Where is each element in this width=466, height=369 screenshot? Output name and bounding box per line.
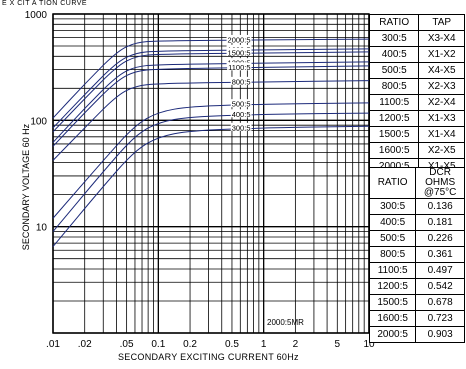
- x-tick-label: 0.2: [183, 339, 197, 350]
- x-tick-label: 10: [363, 339, 375, 350]
- table-row: 2000:5 0.903: [368, 326, 465, 343]
- table-row: 400:5 X1-X2: [368, 46, 465, 63]
- table-row: 1100:5 0.497: [368, 262, 465, 279]
- x-tick-label: 0.5: [225, 339, 239, 350]
- series-label: 300:5: [232, 123, 251, 132]
- series-label-bg: [230, 76, 252, 85]
- series-label: 800:5: [232, 77, 251, 86]
- table-cell: 2000:5: [368, 326, 417, 343]
- table-row: 800:5 X2-X3: [368, 78, 465, 95]
- table-cell: 800:5: [368, 246, 417, 263]
- series-label-bg: [226, 47, 252, 56]
- chart-title: E X CIT A TION CURVE: [2, 0, 88, 7]
- series-label-bg: [226, 58, 252, 67]
- table-row: 800:5 0.361: [368, 246, 465, 263]
- table-cell: 0.497: [415, 262, 465, 279]
- table-header: TAP: [418, 14, 465, 31]
- table-header: RATIO: [368, 167, 417, 199]
- series-label-bg: [227, 62, 252, 71]
- table-cell: 500:5: [368, 230, 417, 247]
- table-cell: X2-X5: [418, 142, 465, 159]
- table-cell: X1-X2: [418, 46, 465, 63]
- table-row: 300:5 0.136: [368, 198, 465, 215]
- table-cell: 0.723: [415, 310, 465, 327]
- chart-grid: [52, 13, 370, 334]
- table-row: 1200:5 0.542: [368, 278, 465, 295]
- y-tick-label: 100: [30, 116, 47, 127]
- series-label: 400:5: [232, 110, 251, 119]
- chart-note: 2000:5MR: [267, 318, 304, 327]
- table-row: 500:5 X4-X5: [368, 62, 465, 79]
- table-cell: X2-X3: [418, 78, 465, 95]
- table-cell: 0.542: [415, 278, 465, 295]
- table-cell: X1-X4: [418, 126, 465, 143]
- x-axis-label: SECONDARY EXCITING CURRENT 60Hz: [118, 352, 299, 362]
- table-cell: 500:5: [368, 62, 420, 79]
- table-cell: 0.361: [415, 246, 465, 263]
- plot-frame: [52, 13, 370, 334]
- table-cell: 1200:5: [368, 110, 420, 127]
- series-label-bg: [230, 99, 252, 108]
- table-cell: 400:5: [368, 214, 417, 231]
- table-cell: 1200:5: [368, 278, 417, 295]
- table-cell: X2-X4: [418, 94, 465, 111]
- y-tick-label: 10: [36, 223, 48, 234]
- table-cell: X4-X5: [418, 62, 465, 79]
- table-cell: 1100:5: [368, 262, 417, 279]
- table-cell: 400:5: [368, 46, 420, 63]
- table-row: 1200:5 X1-X3: [368, 110, 465, 127]
- y-axis-label: SECONDARY VOLTAGE 60 Hz: [21, 123, 31, 251]
- x-tick-label: 2: [293, 339, 299, 350]
- chart-tick-labels: .01 .02 .05 0.1 0.2 0.5 1 2 5 10 1000 100 10: [25, 10, 375, 350]
- table-cell: 0.678: [415, 294, 465, 311]
- dcr-table: RATIO DCR OHMS @75°C 300:5 0.136 400:5 0.181 5…: [368, 167, 465, 343]
- table-row: 1500:5 0.678: [368, 294, 465, 311]
- table-cell: X1-X3: [418, 110, 465, 127]
- series-label: 2000:5: [228, 35, 251, 44]
- x-tick-label: .02: [78, 339, 92, 350]
- ratio-tap-table: RATIO TAP 300:5 X3-X4 400:5 X1-X2 500:5 X4-X5…: [368, 14, 465, 175]
- table-header: DCR OHMS @75°C: [415, 167, 465, 199]
- x-tick-label: 5: [335, 339, 341, 350]
- series-label-bg: [230, 122, 252, 131]
- series-label-bg: [230, 109, 252, 118]
- y-tick-label: 1000: [25, 10, 48, 21]
- table-row: 400:5 0.181: [368, 214, 465, 231]
- table-cell: 1100:5: [368, 94, 420, 111]
- table-cell: 1500:5: [368, 126, 420, 143]
- x-tick-label: .05: [120, 339, 134, 350]
- table-row: 1500:5 X1-X4: [368, 126, 465, 143]
- series-label: 1100:5: [228, 63, 250, 72]
- series-label: 500:5: [232, 100, 251, 109]
- table-cell: 0.181: [415, 214, 465, 231]
- table-row: 300:5 X3-X4: [368, 30, 465, 47]
- x-tick-label: .01: [46, 339, 60, 350]
- table-row: 500:5 0.226: [368, 230, 465, 247]
- table-cell: 1500:5: [368, 294, 417, 311]
- table-cell: 0.903: [415, 326, 465, 343]
- chart-curves: [52, 38, 370, 247]
- table-cell: 0.136: [415, 198, 465, 215]
- table-cell: 0.226: [415, 230, 465, 247]
- table-cell: 300:5: [368, 198, 417, 215]
- x-tick-label: 0.1: [151, 339, 165, 350]
- series-label-bg: [226, 34, 252, 43]
- table-cell: 1600:5: [368, 310, 417, 327]
- table-row: 1600:5 0.723: [368, 310, 465, 327]
- table-cell: 300:5: [368, 30, 420, 47]
- table-row: 1600:5 X2-X5: [368, 142, 465, 159]
- x-tick-label: 1: [261, 339, 267, 350]
- table-cell: 1600:5: [368, 142, 420, 159]
- chart-series-labels: 2000:51600:51500:51200:51100:5800:5500:5…: [226, 34, 252, 132]
- series-label: 1500:5: [228, 48, 251, 57]
- table-row: 1100:5 X2-X4: [368, 94, 465, 111]
- table-cell: 800:5: [368, 78, 420, 95]
- table-header: RATIO: [368, 14, 420, 31]
- table-cell: X3-X4: [418, 30, 465, 47]
